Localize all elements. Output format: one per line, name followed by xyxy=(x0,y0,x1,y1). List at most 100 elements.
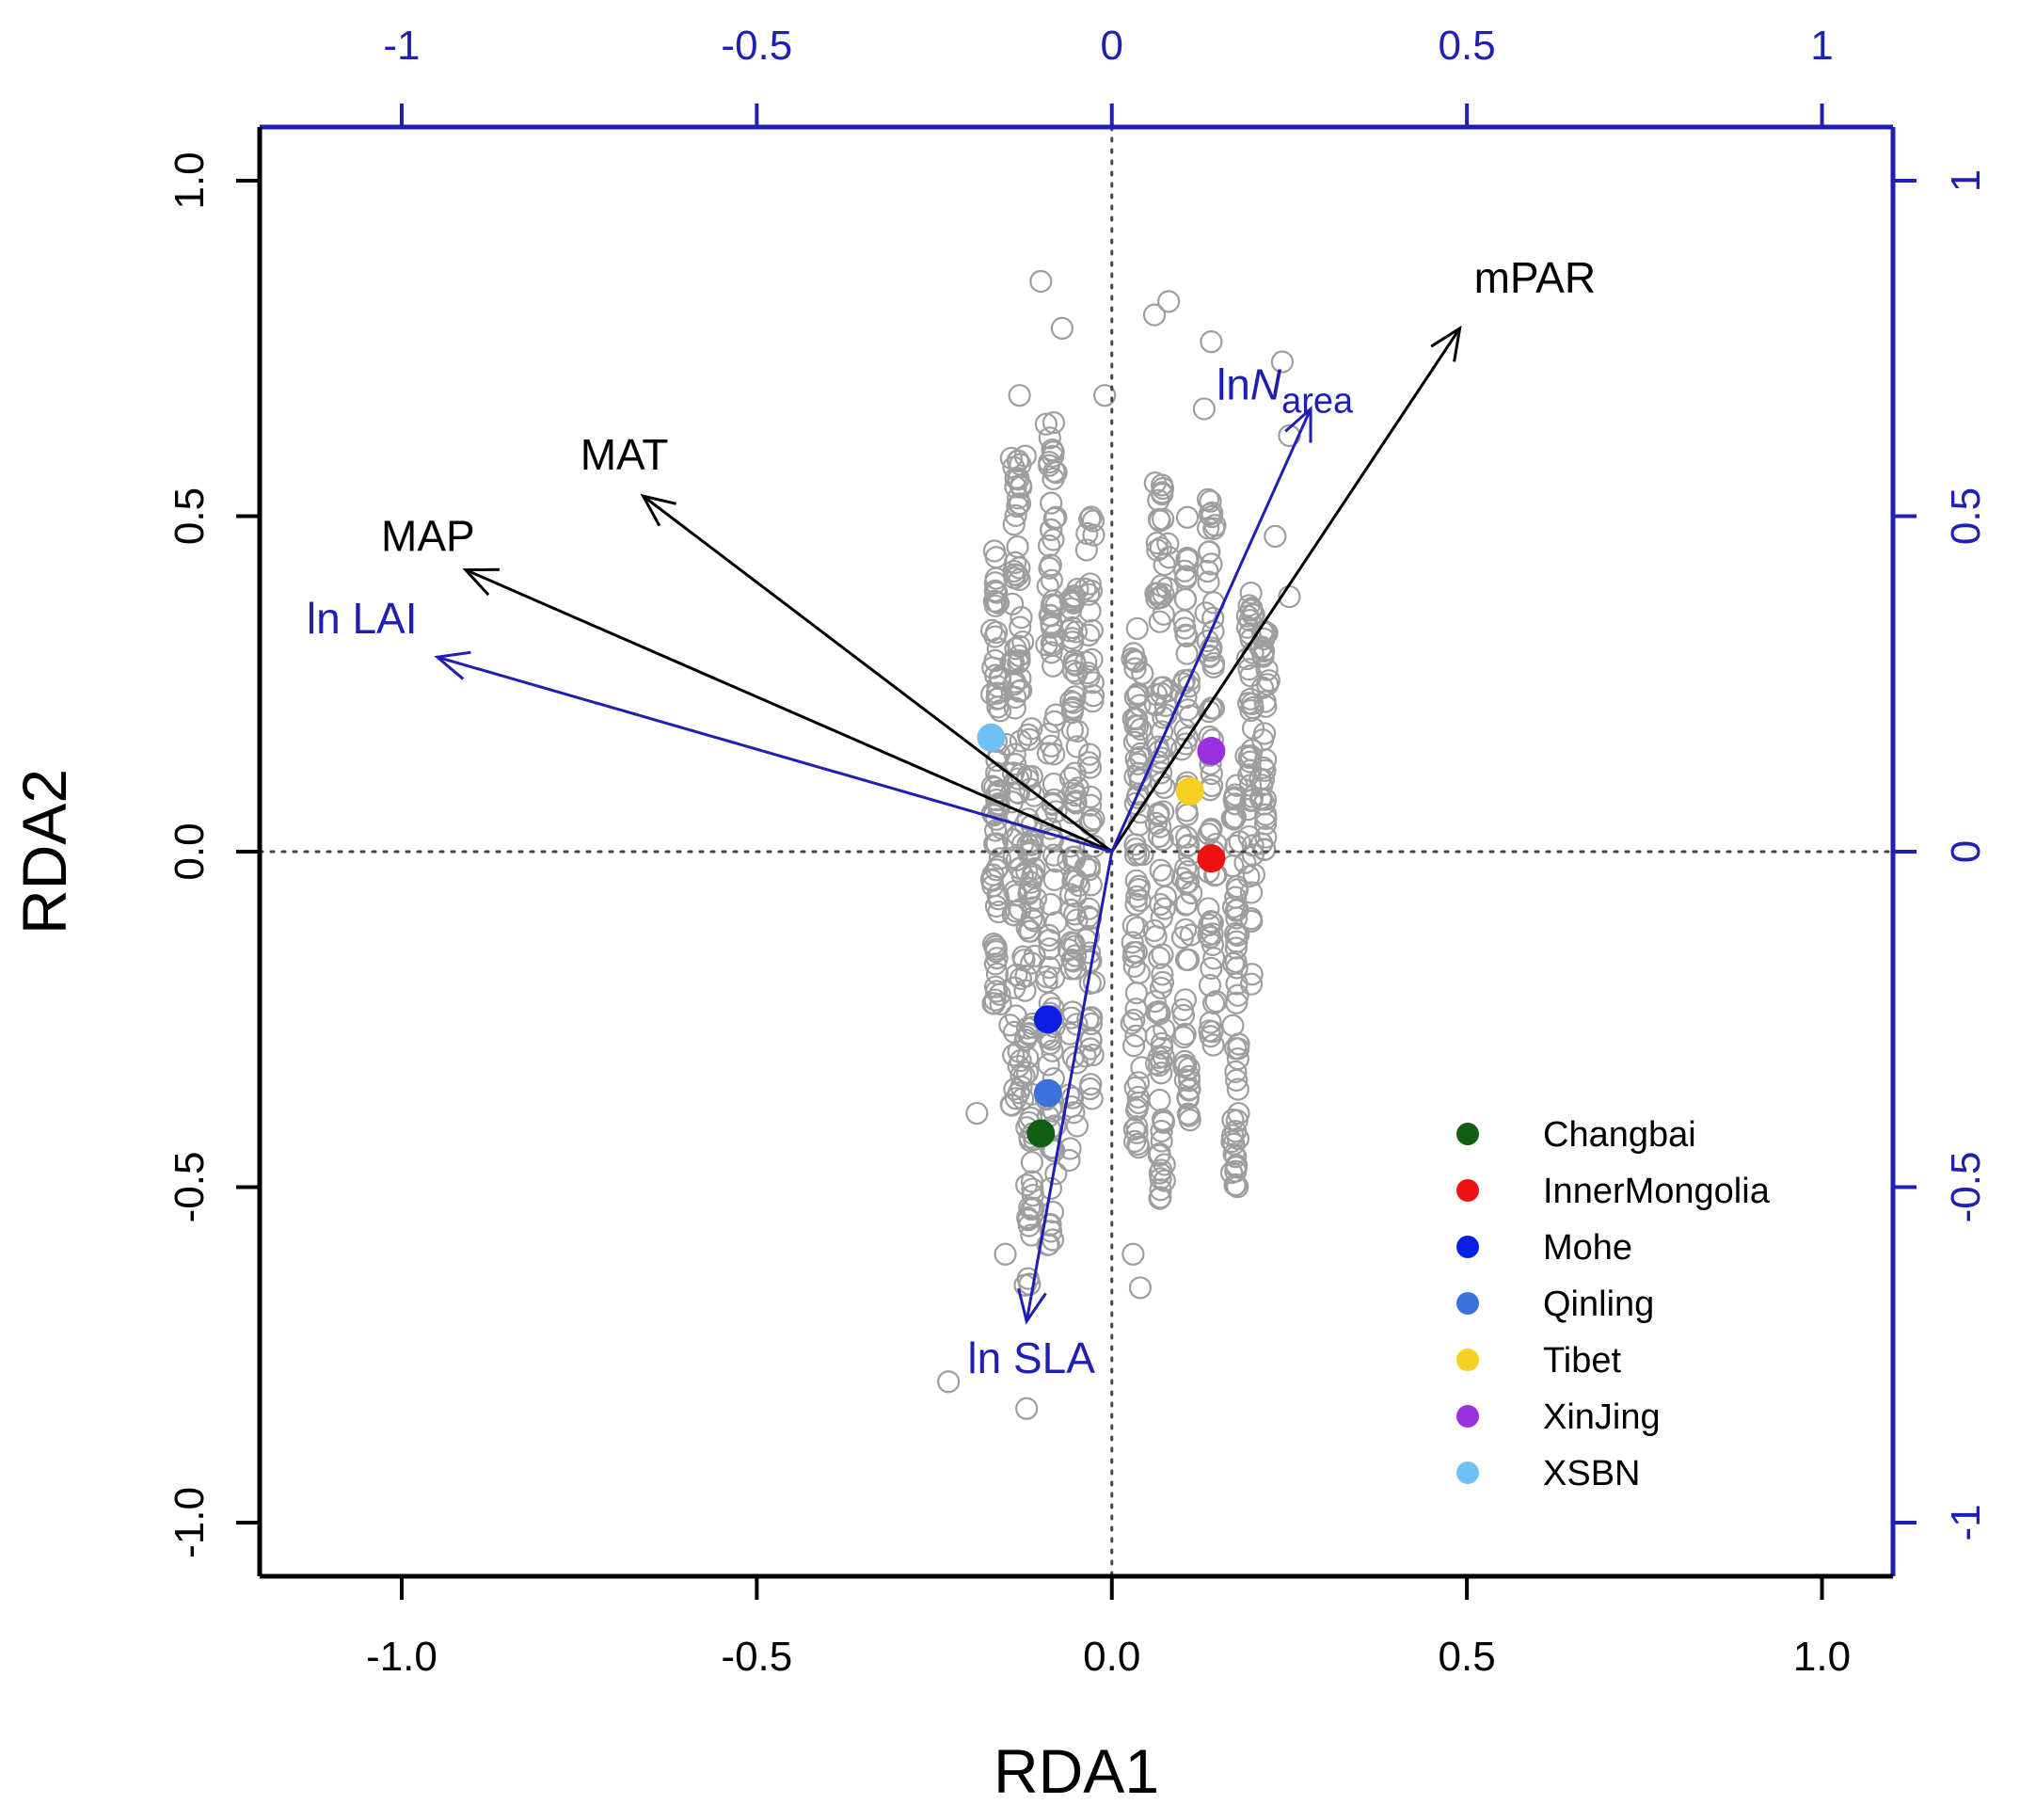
top-tick-label: -0.5 xyxy=(721,23,792,69)
arrow-head xyxy=(640,493,676,527)
sample-point xyxy=(1082,807,1105,831)
sample-point xyxy=(1192,397,1216,421)
legend-label: Qinling xyxy=(1543,1285,1654,1324)
sample-point xyxy=(1018,1022,1042,1046)
sample-point xyxy=(1240,909,1264,934)
sample-point xyxy=(1038,937,1061,961)
sample-point xyxy=(1074,650,1098,674)
sample-point xyxy=(1174,948,1199,971)
sample-point xyxy=(1174,623,1198,647)
legend-marker xyxy=(1456,1123,1479,1145)
sample-point xyxy=(1225,1068,1249,1092)
sample-point xyxy=(983,625,1007,648)
sample-point xyxy=(1041,444,1065,468)
sample-point xyxy=(1044,850,1068,873)
arrow-lnnarea: lnNarea xyxy=(1110,359,1354,853)
sample-point xyxy=(988,847,1011,870)
sample-point xyxy=(1060,701,1084,725)
sample-point xyxy=(1150,1119,1173,1143)
sample-point xyxy=(1251,768,1276,791)
sample-point xyxy=(1146,582,1169,605)
sample-point xyxy=(1199,489,1222,513)
arrow-label: MAT xyxy=(581,430,669,479)
sample-point xyxy=(1125,1115,1149,1139)
sample-point xyxy=(1009,666,1032,691)
sample-point xyxy=(1131,842,1154,867)
sample-point xyxy=(1177,948,1201,972)
sample-point xyxy=(1123,657,1147,680)
sample-point xyxy=(1226,983,1249,1007)
sample-point xyxy=(1241,695,1264,720)
sample-point xyxy=(1081,690,1105,713)
sample-point xyxy=(1078,756,1103,779)
arrow-shaft xyxy=(437,655,1113,854)
sample-point xyxy=(1151,970,1175,994)
sample-point xyxy=(1128,1276,1153,1300)
sample-point xyxy=(1173,988,1197,1012)
sample-point xyxy=(980,774,1004,798)
sample-point xyxy=(1018,1272,1042,1296)
sample-point xyxy=(1224,1159,1248,1183)
sample-point xyxy=(983,819,1008,842)
sample-point xyxy=(1251,756,1275,779)
sample-point xyxy=(1008,384,1031,407)
sample-point xyxy=(1220,1129,1244,1154)
sample-point xyxy=(1225,898,1249,922)
sample-point xyxy=(1197,570,1220,594)
sample-point xyxy=(1197,699,1221,724)
legend-label: XSBN xyxy=(1543,1454,1640,1493)
sample-point xyxy=(1077,664,1101,689)
arrow-shaft xyxy=(1110,407,1312,853)
arrow-label: ln LAI xyxy=(307,594,418,643)
sample-point xyxy=(1042,710,1066,733)
arrow-head xyxy=(462,567,500,597)
x-tick-label: 1.0 xyxy=(1793,1634,1851,1680)
sample-point xyxy=(1224,886,1248,909)
sample-point xyxy=(1063,944,1088,967)
sample-point xyxy=(1254,694,1278,718)
sample-point xyxy=(1020,717,1043,741)
sample-point xyxy=(1200,817,1223,841)
sample-point xyxy=(1178,1078,1201,1101)
legend-marker xyxy=(1456,1179,1479,1202)
sample-point xyxy=(1175,642,1199,665)
legend-label: Tibet xyxy=(1543,1341,1622,1381)
site-centroid-xinjing xyxy=(1197,737,1226,766)
x-tick-label: 0.5 xyxy=(1439,1634,1496,1680)
sample-point xyxy=(1148,610,1171,633)
sample-point xyxy=(1064,791,1088,815)
sample-point xyxy=(1015,1061,1040,1084)
sample-point xyxy=(1239,582,1263,605)
sample-point xyxy=(1222,807,1246,831)
legend-label: Changbai xyxy=(1543,1115,1696,1155)
sample-point xyxy=(1174,918,1198,941)
sample-point xyxy=(1197,540,1220,564)
sample-point xyxy=(1050,316,1074,340)
sample-point xyxy=(1004,503,1027,527)
sample-point xyxy=(1058,766,1083,790)
sample-point xyxy=(1199,1025,1222,1048)
sample-point xyxy=(1200,910,1223,934)
sample-point xyxy=(1038,956,1061,980)
sample-point xyxy=(1078,599,1102,623)
sample-point xyxy=(1004,1087,1028,1110)
sample-point xyxy=(1058,883,1083,906)
sample-point xyxy=(1250,676,1275,699)
arrow-head xyxy=(1017,1287,1047,1325)
sample-point xyxy=(1151,828,1174,852)
sample-point xyxy=(1122,648,1147,672)
sample-point xyxy=(1147,802,1170,825)
sample-point xyxy=(1124,940,1149,965)
sample-point xyxy=(1124,892,1148,917)
sample-point xyxy=(1035,970,1058,994)
sample-point xyxy=(1126,681,1150,706)
sample-point xyxy=(1003,551,1027,575)
sample-point xyxy=(1122,1008,1146,1032)
arrows-layer: mPAR MAT MAP lnNarea ln LAI ln SLA xyxy=(307,253,1596,1382)
right-tick-label: 1 xyxy=(1943,169,1989,192)
sample-point xyxy=(1064,620,1088,644)
sample-point xyxy=(1012,1064,1036,1088)
sample-point xyxy=(1093,384,1117,407)
sample-point xyxy=(1080,618,1104,642)
sample-point xyxy=(985,858,1009,882)
